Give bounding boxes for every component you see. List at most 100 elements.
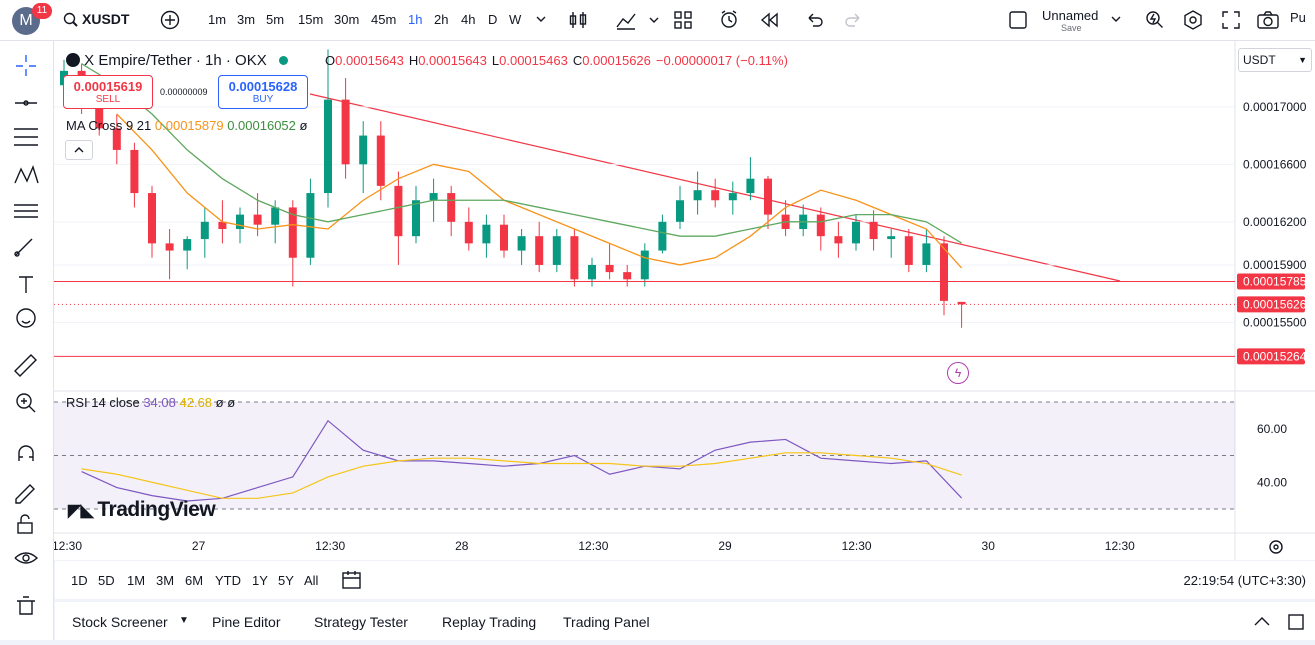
interval[interactable]: 1h — [408, 12, 423, 27]
candle-body — [922, 243, 931, 265]
axis-settings[interactable] — [1266, 537, 1286, 557]
footer-tab[interactable]: Pine Editor — [212, 614, 281, 630]
redo-icon[interactable] — [842, 9, 864, 31]
trash-tool[interactable] — [17, 596, 35, 615]
line-tool[interactable] — [15, 100, 37, 106]
buy-button[interactable]: 0.00015628 BUY — [218, 75, 308, 109]
edit-tool[interactable] — [15, 484, 35, 504]
magnet-tool[interactable] — [18, 445, 34, 461]
ohlc-value: 0.00015643 — [418, 53, 487, 68]
market-status — [278, 56, 288, 65]
emoji-tool[interactable] — [16, 308, 36, 328]
footer-tab[interactable]: Trading Panel — [563, 614, 650, 630]
candle-body — [376, 135, 385, 186]
candle-body — [693, 190, 702, 201]
range-button[interactable]: 1D — [71, 573, 88, 588]
symbol-logo — [66, 53, 80, 67]
candle-body — [552, 236, 561, 265]
layout-name[interactable]: Unnamed — [1042, 8, 1099, 23]
replay-icon[interactable] — [758, 9, 780, 31]
candle-body — [464, 221, 473, 244]
ma-line — [116, 113, 963, 269]
interval[interactable]: 1m — [208, 12, 227, 27]
ruler-tool[interactable] — [14, 354, 37, 377]
candle-body — [112, 128, 121, 150]
lock-tool[interactable] — [17, 514, 33, 534]
layout-checkbox[interactable] — [1008, 10, 1028, 30]
interval[interactable]: W — [509, 12, 522, 27]
candle-body — [412, 200, 420, 237]
candle-body — [957, 301, 966, 305]
add-symbol[interactable] — [160, 10, 180, 30]
candle-body — [728, 193, 737, 201]
interval[interactable]: 5m — [266, 12, 285, 27]
ohlc-value: 0.00015643 — [335, 53, 404, 68]
quick-search[interactable] — [1144, 9, 1166, 31]
range-button[interactable]: All — [304, 573, 319, 588]
undo-icon[interactable] — [804, 9, 826, 31]
save-label[interactable]: Save — [1061, 23, 1082, 33]
interval[interactable]: 15m — [298, 12, 324, 27]
snapshot-icon[interactable] — [1256, 9, 1280, 31]
pattern-tool[interactable] — [14, 164, 39, 184]
footer-tab[interactable]: Stock Screener — [72, 614, 168, 630]
ma-line — [81, 63, 962, 244]
fib-tool[interactable] — [14, 204, 38, 218]
brush-tool[interactable] — [14, 238, 33, 257]
templates-icon[interactable] — [672, 9, 694, 31]
profile-cut[interactable]: Pu — [1290, 10, 1306, 25]
visibility-tool[interactable] — [14, 552, 39, 564]
interval[interactable]: 3m — [237, 12, 256, 27]
interval[interactable]: 4h — [461, 12, 476, 27]
event-marker[interactable]: ϟ — [947, 362, 969, 384]
range-button[interactable]: YTD — [215, 573, 241, 588]
rsi-legend: RSI 14 close 34.08 42.68 ø ø — [66, 395, 236, 410]
text-tool[interactable] — [19, 276, 33, 293]
collapse-legend[interactable] — [65, 140, 93, 160]
candle-body — [940, 243, 948, 301]
panel-controls[interactable] — [1253, 612, 1313, 632]
settings-icon[interactable] — [1182, 9, 1204, 31]
interval[interactable]: 30m — [334, 12, 360, 27]
candle-body — [623, 272, 632, 280]
footer-tab[interactable]: Strategy Tester — [314, 614, 408, 630]
indicators-icon[interactable] — [615, 9, 665, 31]
y-tick-label: 0.00017000 — [1243, 100, 1307, 114]
chevron[interactable]: ▼ — [179, 615, 189, 626]
footer: Stock Screener Pine Editor Strategy Tester… — [55, 602, 1315, 640]
candle-body — [887, 236, 896, 240]
search-icon — [63, 12, 78, 27]
currency-select[interactable]: USDT ▼ — [1238, 48, 1312, 72]
alert-icon[interactable] — [718, 8, 742, 32]
chart-type-icon[interactable] — [567, 9, 589, 31]
y-tick-label: 0.00016600 — [1243, 157, 1307, 171]
channel-tool[interactable] — [14, 128, 38, 146]
price-badge — [1237, 348, 1305, 365]
crosshair-tool[interactable] — [16, 55, 36, 76]
range-button[interactable]: 1Y — [252, 573, 268, 588]
symbol[interactable]: XUSDT — [82, 11, 130, 27]
sell-button[interactable]: 0.00015619 SELL — [63, 75, 153, 109]
ohlc-key: O — [325, 53, 336, 68]
range-button[interactable]: 5Y — [278, 573, 294, 588]
interval[interactable]: 45m — [371, 12, 397, 27]
range-button[interactable]: 1M — [127, 573, 146, 588]
date-range-icon[interactable] — [340, 569, 364, 591]
legend-title-wrap: X Empire/Tether · 1h · OKX — [66, 52, 288, 69]
footer-tab[interactable]: Replay Trading — [442, 614, 537, 630]
interval[interactable]: 2h — [434, 12, 449, 27]
candle-body — [306, 193, 315, 258]
range-button[interactable]: 5D — [98, 573, 115, 588]
zoom-tool[interactable] — [16, 393, 36, 413]
interval[interactable]: D — [488, 12, 498, 27]
rsi-value: 34.08 — [143, 395, 176, 410]
logo-text: TradingView — [97, 498, 216, 521]
ohlc-key: H — [408, 53, 419, 68]
fullscreen-icon[interactable] — [1220, 9, 1242, 31]
x-tick-label: 12:30 — [842, 539, 872, 553]
chevron[interactable] — [1110, 14, 1122, 24]
range-button[interactable]: 6M — [185, 573, 204, 588]
candle-body — [218, 221, 227, 229]
range-button[interactable]: 3M — [156, 573, 175, 588]
chevron[interactable] — [535, 14, 547, 24]
